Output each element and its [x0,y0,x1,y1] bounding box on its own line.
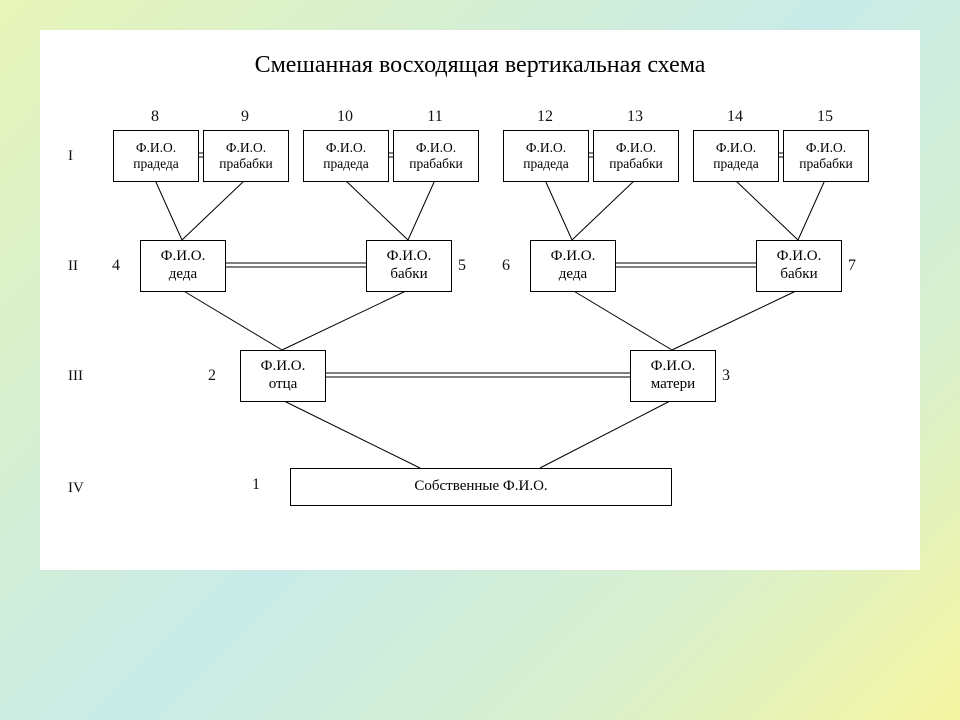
ancestor-box: Собственные Ф.И.О. [290,468,672,506]
ancestor-number: 12 [537,108,553,126]
ancestor-box: Ф.И.О.матери [630,350,716,402]
ancestor-number: 2 [208,367,216,385]
ancestor-number: 10 [337,108,353,126]
ancestor-box-line: прадеда [713,156,759,172]
ancestor-box-line: прадеда [133,156,179,172]
ancestor-box-line: Ф.И.О. [551,248,596,266]
ancestor-box: Ф.И.О.бабки [366,240,452,292]
ancestor-number: 4 [112,257,120,275]
ancestor-number: 6 [502,257,510,275]
ancestor-number: 8 [151,108,159,126]
diagram-panel: Смешанная восходящая вертикальная схема … [40,30,920,570]
ancestor-box-line: прабабки [409,156,462,172]
ancestor-box-line: Ф.И.О. [616,140,656,156]
ancestor-box-line: Ф.И.О. [226,140,266,156]
ancestor-box: Ф.И.О.отца [240,350,326,402]
ancestor-box: Ф.И.О.деда [140,240,226,292]
ancestor-number: 9 [241,108,249,126]
ancestor-box-line: бабки [780,266,817,284]
ancestor-box: Ф.И.О.прабабки [783,130,869,182]
ancestor-box-line: Ф.И.О. [526,140,566,156]
ancestor-box-line: Ф.И.О. [777,248,822,266]
ancestor-box-line: Ф.И.О. [261,358,306,376]
ancestor-box-line: прабабки [609,156,662,172]
ancestor-number: 5 [458,257,466,275]
ancestor-number: 3 [722,367,730,385]
ancestor-box-line: отца [269,376,298,394]
ancestor-number: 7 [848,257,856,275]
ancestor-box: Ф.И.О.прадеда [503,130,589,182]
ancestor-box-line: Ф.И.О. [136,140,176,156]
ancestor-box-line: прадеда [323,156,369,172]
ancestor-box-line: прадеда [523,156,569,172]
ancestor-number: 1 [252,476,260,494]
ancestor-box-line: Ф.И.О. [716,140,756,156]
ancestor-box: Ф.И.О.прадеда [303,130,389,182]
ancestor-box-line: деда [559,266,587,284]
ancestor-box-line: Ф.И.О. [806,140,846,156]
ancestor-box: Ф.И.О.прадеда [113,130,199,182]
generation-roman: IV [68,480,84,497]
ancestor-box: Ф.И.О.прадеда [693,130,779,182]
ancestor-number: 15 [817,108,833,126]
ancestor-box: Ф.И.О.бабки [756,240,842,292]
ancestor-box-line: прабабки [219,156,272,172]
ancestor-box-line: матери [651,376,695,394]
ancestor-number: 14 [727,108,743,126]
ancestor-number: 13 [627,108,643,126]
generation-roman: III [68,368,83,385]
ancestor-number: 11 [427,108,442,126]
diagram-title: Смешанная восходящая вертикальная схема [40,52,920,79]
ancestor-box-line: деда [169,266,197,284]
ancestor-box-line: Ф.И.О. [161,248,206,266]
ancestor-box: Ф.И.О.прабабки [593,130,679,182]
ancestor-box: Ф.И.О.прабабки [203,130,289,182]
ancestor-box-line: Ф.И.О. [416,140,456,156]
ancestor-box-line: Собственные Ф.И.О. [414,478,547,496]
ancestor-box: Ф.И.О.деда [530,240,616,292]
ancestor-box: Ф.И.О.прабабки [393,130,479,182]
ancestor-box-line: прабабки [799,156,852,172]
ancestor-box-line: Ф.И.О. [387,248,432,266]
generation-roman: II [68,258,78,275]
ancestor-box-line: Ф.И.О. [651,358,696,376]
ancestor-box-line: Ф.И.О. [326,140,366,156]
ancestor-box-line: бабки [390,266,427,284]
generation-roman: I [68,148,73,165]
